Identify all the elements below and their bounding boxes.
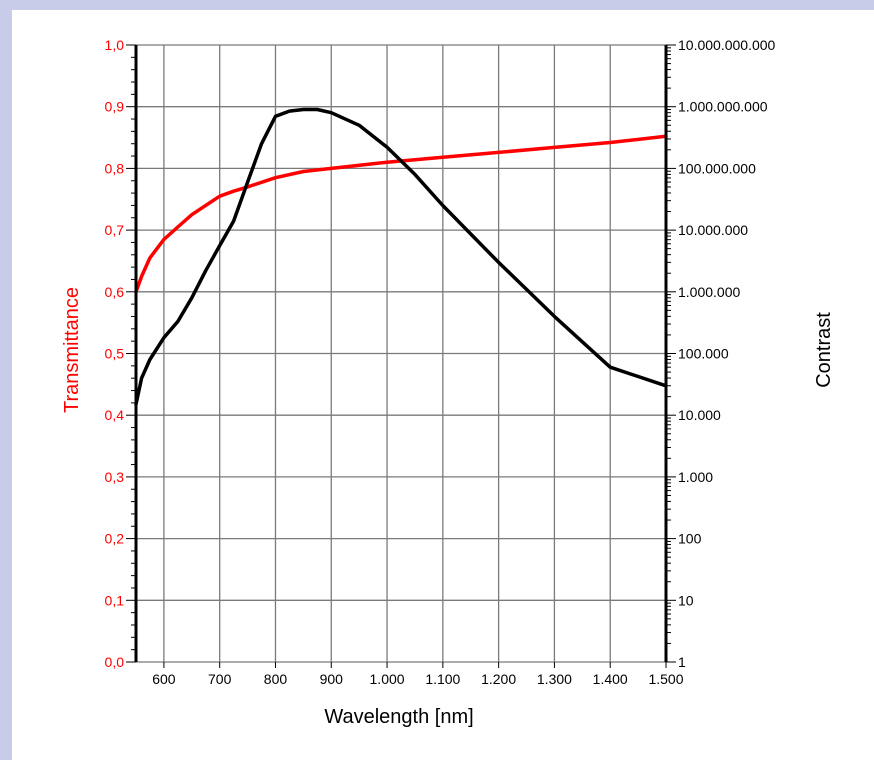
left-tick-label: 0,1 [105,592,125,608]
x-tick-label: 1.000 [370,671,405,687]
left-tick-label: 0,6 [105,284,125,300]
left-tick-label: 0,0 [105,654,125,670]
left-tick-label: 0,4 [105,407,125,423]
left-axis-title: Transmittance [61,287,83,413]
x-tick-label: 1.200 [481,671,516,687]
x-tick-label: 900 [320,671,344,687]
right-tick-label: 1.000.000 [678,284,740,300]
x-axis-title: Wavelength [nm] [324,706,473,728]
transmittance-contrast-chart: 0,0 0,1 0,2 0,3 0,4 0,5 0,6 0,7 0,8 0,9 1,0 1 10 100 1… [61,37,835,728]
right-tick-label: 1.000 [678,469,713,485]
x-tick-label: 1.400 [593,671,628,687]
left-tick-label: 0,2 [105,531,125,547]
series-line-contrast [134,107,668,407]
x-tick-label: 600 [152,671,176,687]
x-tick-label: 1.300 [537,671,572,687]
axes [126,44,676,668]
right-tick-label: 1 [678,654,686,670]
right-tick-label: 10.000.000.000 [678,37,776,53]
right-axis-title: Contrast [813,312,835,388]
left-tick-label: 0,5 [105,346,125,362]
right-tick-label: 10.000.000 [678,222,748,238]
left-tick-label: 0,3 [105,469,125,485]
series-layer [134,107,668,407]
right-tick-label: 100.000.000 [678,160,756,176]
left-tick-label: 0,7 [105,222,125,238]
left-tick-label: 0,8 [105,160,125,176]
x-tick-label: 700 [208,671,232,687]
right-tick-label: 10 [678,592,694,608]
right-tick-label: 1.000.000.000 [678,99,768,115]
left-tick-label: 1,0 [105,37,125,53]
right-tick-label: 10.000 [678,407,721,423]
right-tick-label: 100.000 [678,346,729,362]
x-tick-label: 1.500 [648,671,683,687]
tick-labels: 0,0 0,1 0,2 0,3 0,4 0,5 0,6 0,7 0,8 0,9 1,0 1 10 100 1… [105,37,776,687]
x-tick-label: 800 [264,671,288,687]
left-tick-label: 0,9 [105,99,125,115]
right-tick-label: 100 [678,531,702,547]
chart-frame: 0,0 0,1 0,2 0,3 0,4 0,5 0,6 0,7 0,8 0,9 1,0 1 10 100 1… [12,10,874,760]
grid [136,44,667,663]
x-tick-label: 1.100 [425,671,460,687]
